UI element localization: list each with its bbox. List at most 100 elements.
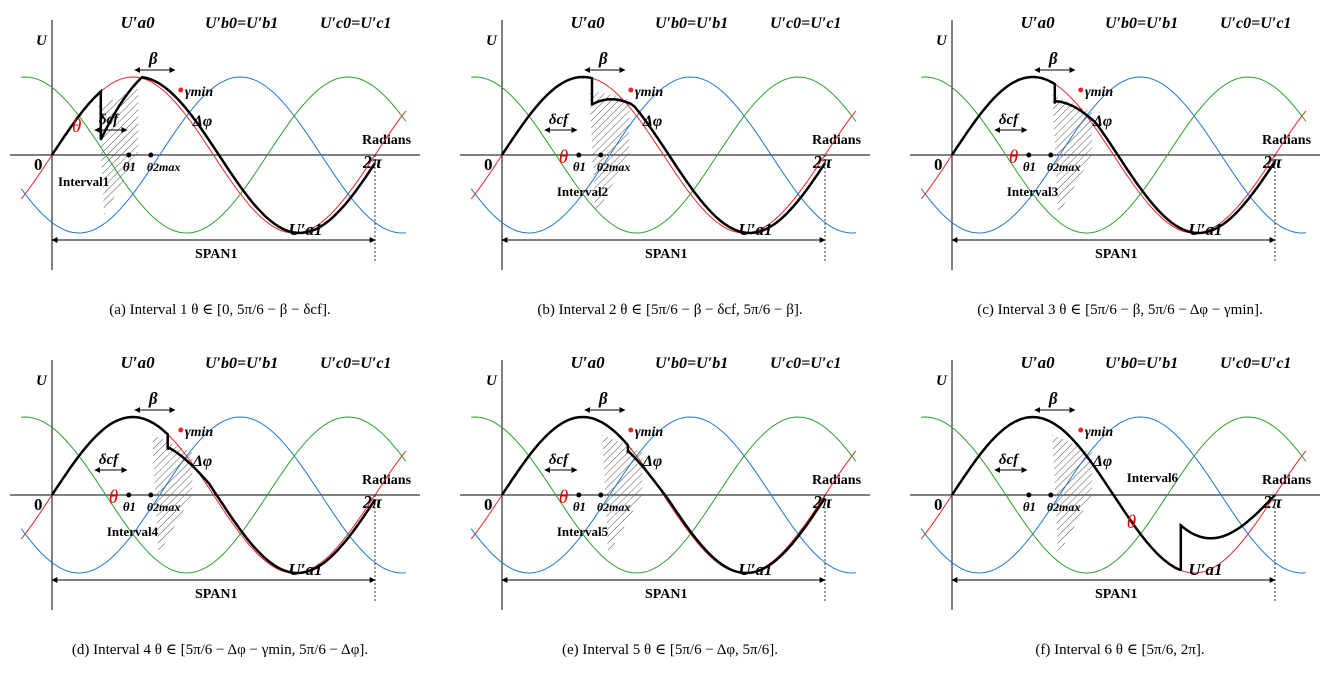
theta-label: θ bbox=[72, 116, 81, 137]
y-axis-label: U bbox=[936, 373, 948, 389]
ua1-label: U′a1 bbox=[288, 220, 322, 239]
theta2max-point bbox=[148, 152, 154, 158]
panel-caption: (b) Interval 2 θ ∈ [5π/6 − β − δcf, 5π/6… bbox=[537, 302, 803, 318]
figure-panel-d: U 0 2π Radians U′a0 U′b0=U′b1 U′c0=U′c1 β δcf γmi… bbox=[0, 340, 440, 670]
interval-label: Interval4 bbox=[107, 524, 159, 539]
figure-panel-e: U 0 2π Radians U′a0 U′b0=U′b1 U′c0=U′c1 β δcf γmi… bbox=[450, 340, 890, 670]
ua0-label: U′a0 bbox=[571, 353, 606, 372]
span-label: SPAN1 bbox=[195, 587, 238, 602]
gamma-point bbox=[178, 87, 184, 93]
uc0-uc1-label: U′c0=U′c1 bbox=[770, 15, 841, 32]
phase-c-wave bbox=[921, 76, 1307, 234]
hatched-region bbox=[602, 434, 643, 555]
ub0-ub1-label: U′b0=U′b1 bbox=[205, 15, 278, 32]
ub0-ub1-label: U′b0=U′b1 bbox=[655, 355, 728, 372]
uc0-uc1-label: U′c0=U′c1 bbox=[1220, 355, 1291, 372]
hatched-region bbox=[1052, 94, 1093, 215]
theta2max-point bbox=[1048, 492, 1054, 498]
gamma-min-label: γmin bbox=[1085, 425, 1114, 440]
theta1-label: θ1 bbox=[573, 159, 586, 174]
envelope-curve bbox=[50, 415, 377, 575]
origin-label: 0 bbox=[934, 155, 943, 174]
theta2max-point bbox=[598, 152, 604, 158]
ua0-label: U′a0 bbox=[1021, 353, 1056, 372]
theta1-point bbox=[126, 492, 132, 498]
gamma-point bbox=[1078, 427, 1084, 433]
phase-c-wave bbox=[471, 416, 857, 574]
gamma-min-label: γmin bbox=[635, 85, 664, 100]
origin-label: 0 bbox=[34, 495, 43, 514]
envelope-curve bbox=[950, 415, 1276, 572]
theta1-point bbox=[576, 152, 582, 158]
ua1-label: U′a1 bbox=[738, 220, 772, 239]
phase-b-wave bbox=[20, 416, 406, 574]
theta1-label: θ1 bbox=[573, 499, 586, 514]
delta-phi-label: Δφ bbox=[1092, 453, 1112, 470]
theta1-point bbox=[1026, 152, 1032, 158]
theta-label: θ bbox=[109, 487, 118, 508]
ua1-label: U′a1 bbox=[1188, 560, 1222, 579]
theta1-label: θ1 bbox=[1023, 499, 1036, 514]
uc0-uc1-label: U′c0=U′c1 bbox=[320, 15, 391, 32]
theta-label: θ bbox=[1009, 147, 1018, 168]
panel-caption: (e) Interval 5 θ ∈ [5π/6 − Δφ, 5π/6]. bbox=[562, 642, 778, 658]
figure-panel-b: U 0 2π Radians U′a0 U′b0=U′b1 U′c0=U′c1 β δcf γmi… bbox=[450, 0, 890, 330]
delta-cf-label: δcf bbox=[999, 112, 1020, 128]
phase-b-wave bbox=[470, 416, 856, 574]
delta-phi-label: Δφ bbox=[192, 453, 212, 470]
radians-label: Radians bbox=[812, 133, 862, 148]
theta2max-label: θ2max bbox=[597, 160, 631, 174]
figure-panel-a: U 0 2π Radians U′a0 U′b0=U′b1 U′c0=U′c1 β δcf γmi… bbox=[0, 0, 440, 330]
figure-panel-c: U 0 2π Radians U′a0 U′b0=U′b1 U′c0=U′c1 β δcf γmi… bbox=[900, 0, 1340, 330]
phase-c-wave bbox=[21, 416, 407, 574]
envelope-curve bbox=[950, 75, 1277, 235]
delta-phi-label: Δφ bbox=[1092, 113, 1112, 130]
ua1-label: U′a1 bbox=[288, 560, 322, 579]
ub0-ub1-label: U′b0=U′b1 bbox=[655, 15, 728, 32]
uc0-uc1-label: U′c0=U′c1 bbox=[1220, 15, 1291, 32]
ua0-label: U′a0 bbox=[121, 13, 156, 32]
theta2max-label: θ2max bbox=[597, 500, 631, 514]
theta-label: θ bbox=[559, 487, 568, 508]
gamma-min-label: γmin bbox=[1085, 85, 1114, 100]
hatched-region bbox=[98, 88, 139, 215]
radians-label: Radians bbox=[1262, 133, 1312, 148]
phase-c-wave bbox=[21, 76, 407, 234]
gamma-point bbox=[1078, 87, 1084, 93]
phase-b-wave bbox=[920, 76, 1306, 234]
envelope-curve bbox=[50, 75, 377, 235]
beta-label: β bbox=[1048, 389, 1058, 408]
ua0-label: U′a0 bbox=[121, 353, 156, 372]
ub0-ub1-label: U′b0=U′b1 bbox=[1105, 355, 1178, 372]
theta2max-label: θ2max bbox=[147, 500, 181, 514]
panel-caption: (d) Interval 4 θ ∈ [5π/6 − Δφ − γmin, 5π… bbox=[71, 642, 369, 658]
panel-caption: (a) Interval 1 θ ∈ [0, 5π/6 − β − δcf]. bbox=[109, 302, 331, 318]
y-axis-label: U bbox=[36, 373, 48, 389]
y-axis-label: U bbox=[936, 33, 948, 49]
gamma-point bbox=[628, 87, 634, 93]
delta-cf-label: δcf bbox=[549, 112, 570, 128]
ua1-label: U′a1 bbox=[1188, 220, 1222, 239]
theta1-label: θ1 bbox=[1023, 159, 1036, 174]
panel-caption: (c) Interval 3 θ ∈ [5π/6 − β, 5π/6 − Δφ … bbox=[977, 302, 1263, 318]
beta-label: β bbox=[598, 49, 608, 68]
beta-label: β bbox=[598, 389, 608, 408]
span-label: SPAN1 bbox=[645, 247, 688, 262]
ua1-label: U′a1 bbox=[738, 560, 772, 579]
phase-b-wave bbox=[20, 76, 406, 234]
theta2max-label: θ2max bbox=[1047, 500, 1081, 514]
interval-label: Interval2 bbox=[557, 184, 608, 199]
theta2max-point bbox=[148, 492, 154, 498]
theta-label: θ bbox=[1127, 512, 1136, 533]
ub0-ub1-label: U′b0=U′b1 bbox=[205, 355, 278, 372]
y-axis-label: U bbox=[486, 33, 498, 49]
hatched-region bbox=[152, 434, 193, 555]
radians-label: Radians bbox=[362, 133, 412, 148]
theta1-point bbox=[576, 492, 582, 498]
phase-c-wave bbox=[921, 416, 1307, 574]
theta1-label: θ1 bbox=[123, 499, 136, 514]
